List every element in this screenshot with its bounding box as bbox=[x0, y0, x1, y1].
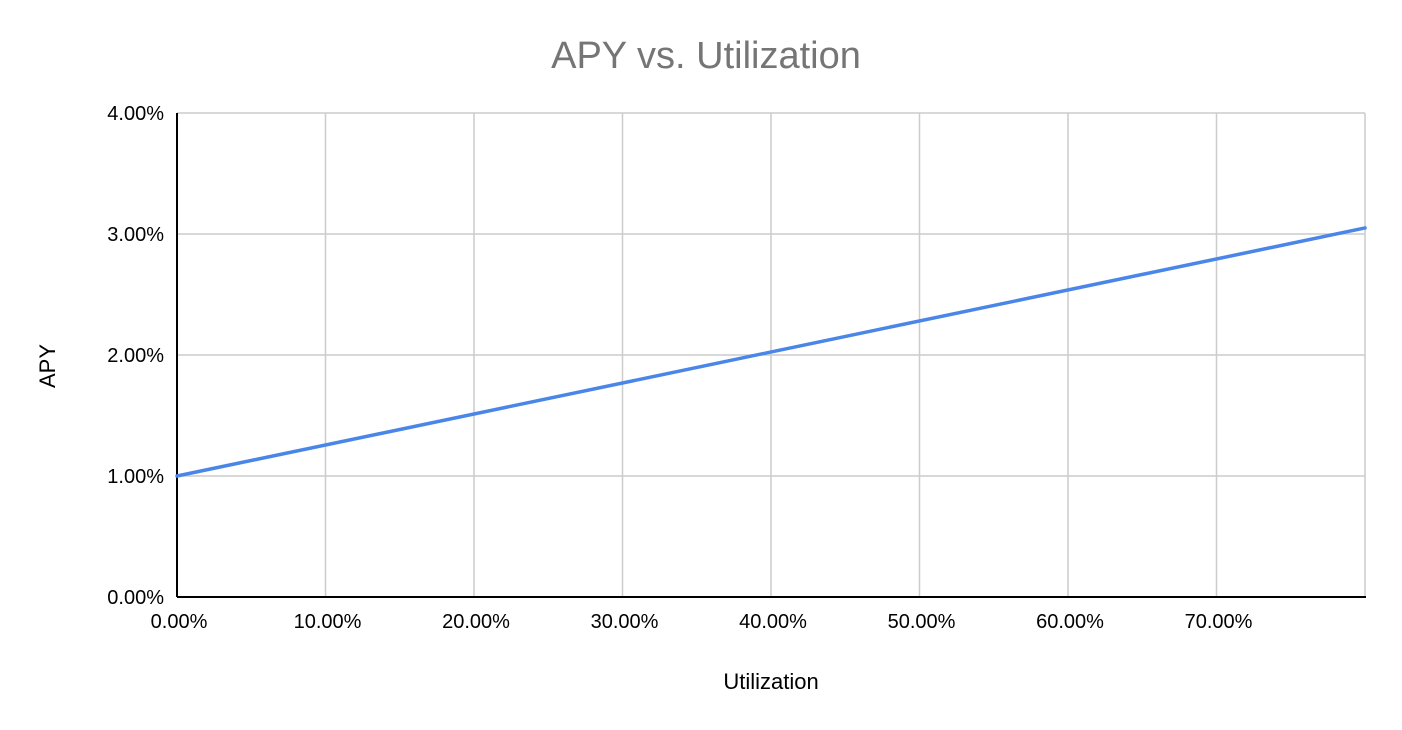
y-axis-title: APY bbox=[35, 344, 60, 388]
series-layer bbox=[175, 226, 1367, 478]
x-tick-label: 10.00% bbox=[294, 611, 362, 633]
series-line bbox=[175, 226, 1367, 478]
x-tick-label: 20.00% bbox=[442, 611, 510, 633]
x-tick-label: 70.00% bbox=[1185, 611, 1253, 633]
x-tick-label: 30.00% bbox=[591, 611, 659, 633]
x-axis-title: Utilization bbox=[723, 669, 818, 694]
grid-lines bbox=[177, 112, 1366, 597]
chart-title: APY vs. Utilization bbox=[551, 35, 861, 77]
tick-labels: 0.00% 1.00% 2.00% 3.00% 4.00% 0.00% 10.00% 20.0… bbox=[107, 103, 1252, 633]
y-tick-label: 2.00% bbox=[107, 345, 164, 367]
y-tick-label: 3.00% bbox=[107, 224, 164, 246]
x-tick-label: 40.00% bbox=[739, 611, 807, 633]
axes bbox=[176, 113, 1366, 598]
x-tick-label: 60.00% bbox=[1036, 611, 1104, 633]
y-tick-label: 1.00% bbox=[107, 466, 164, 488]
y-tick-label: 0.00% bbox=[107, 587, 164, 609]
x-tick-label: 0.00% bbox=[151, 611, 208, 633]
y-tick-label: 4.00% bbox=[107, 103, 164, 125]
x-tick-label: 50.00% bbox=[888, 611, 956, 633]
